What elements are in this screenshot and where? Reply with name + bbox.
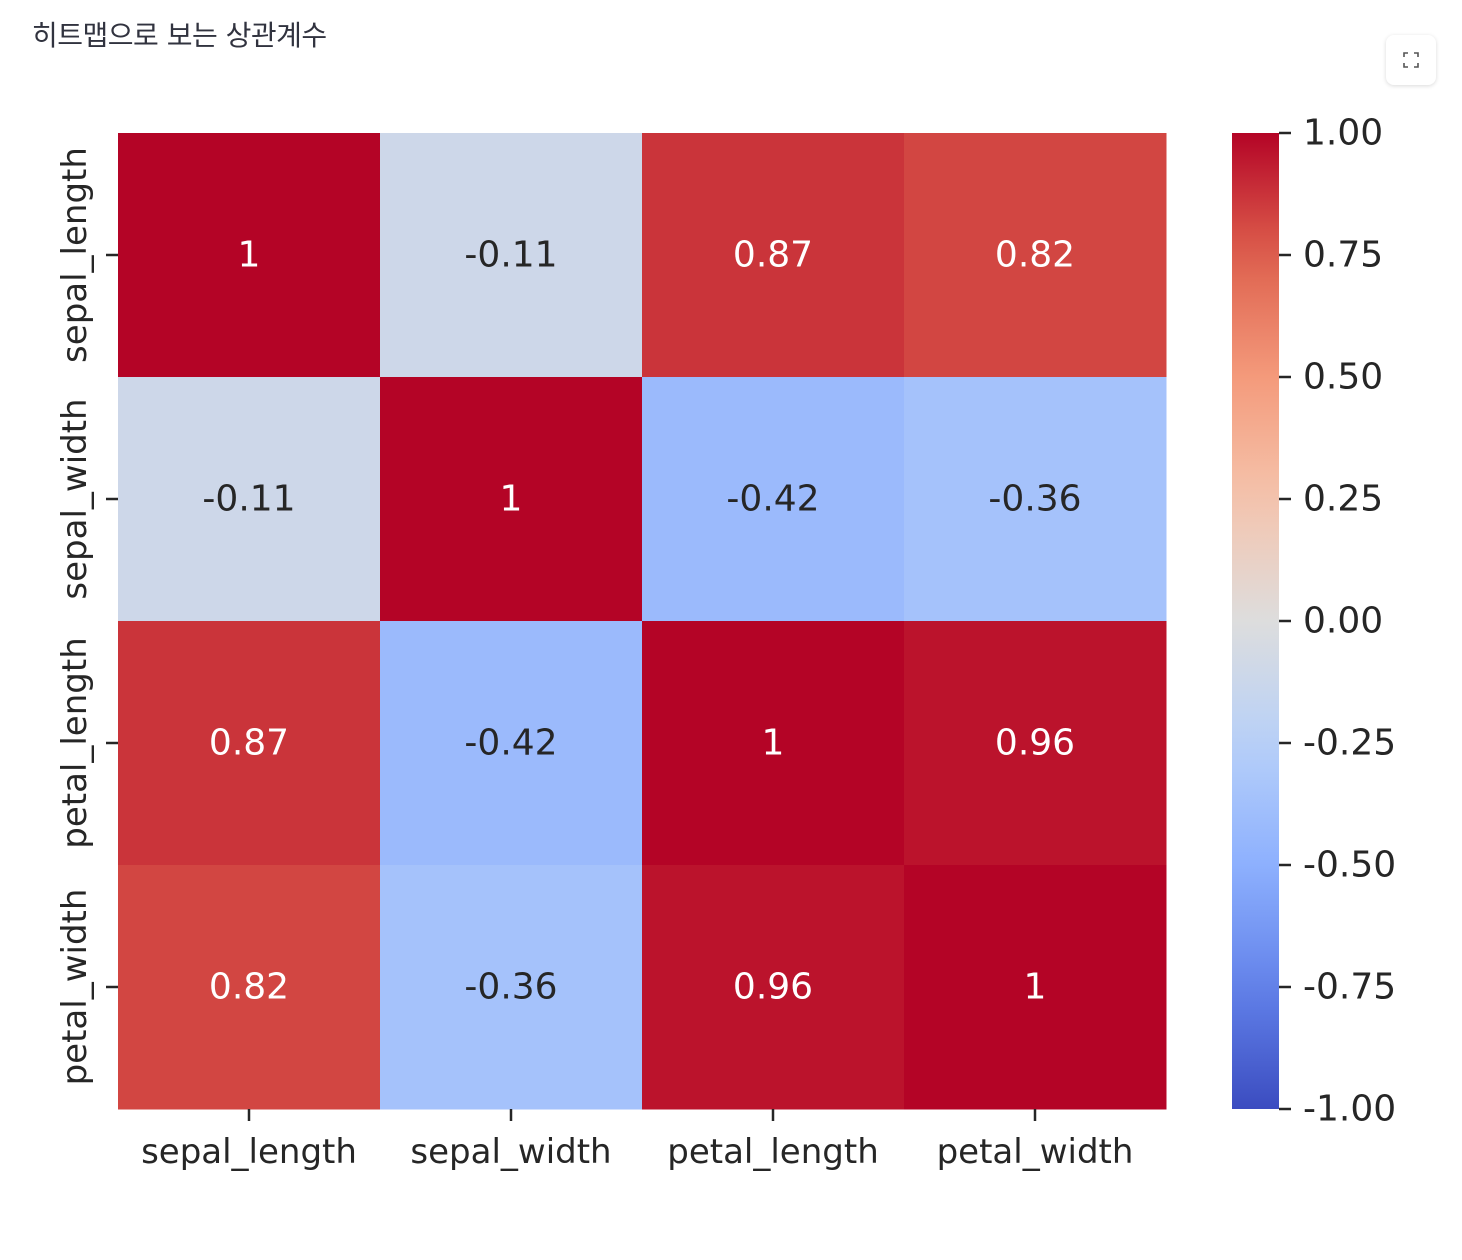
cell-annotation: -0.42 bbox=[464, 723, 557, 764]
heatmap-cell bbox=[904, 621, 1167, 866]
colorbar-tick-label: -0.75 bbox=[1303, 967, 1396, 1008]
cell-annotation: 0.82 bbox=[209, 967, 289, 1008]
heatmap-cell bbox=[904, 865, 1167, 1110]
heatmap-cell bbox=[118, 621, 381, 866]
fullscreen-button[interactable] bbox=[1386, 35, 1436, 85]
heatmap-cell bbox=[642, 865, 905, 1110]
cell-annotation: 0.82 bbox=[995, 235, 1075, 276]
y-tick-label: petal_length bbox=[55, 637, 95, 849]
colorbar-tick-label: 1.00 bbox=[1303, 113, 1383, 154]
colorbar-tick-label: 0.25 bbox=[1303, 479, 1383, 520]
heatmap-cell bbox=[380, 133, 643, 378]
cell-annotation: -0.11 bbox=[202, 479, 295, 520]
x-axis-ticks: sepal_length sepal_width petal_length petal… bbox=[141, 1109, 1133, 1172]
x-tick-label: petal_width bbox=[937, 1132, 1134, 1172]
heatmap-cell bbox=[380, 865, 643, 1110]
heatmap-cell bbox=[642, 621, 905, 866]
cell-annotation: 1 bbox=[1024, 967, 1047, 1008]
y-axis-ticks: sepal_length sepal_width petal_lengthpetal… bbox=[55, 147, 118, 1085]
x-tick-label: sepal_width bbox=[410, 1132, 611, 1172]
cell-annotation: -0.42 bbox=[726, 479, 819, 520]
heatmap-cell bbox=[904, 377, 1167, 622]
heatmap-cell bbox=[642, 133, 905, 378]
heatmap-cell bbox=[642, 377, 905, 622]
cell-annotation: 0.87 bbox=[209, 723, 289, 764]
heatmap-cell bbox=[118, 377, 381, 622]
cell-annotation: -0.36 bbox=[988, 479, 1081, 520]
heatmap-cells bbox=[118, 133, 1167, 1110]
cell-annotation: 0.87 bbox=[733, 235, 813, 276]
cell-annotation: 1 bbox=[238, 235, 261, 276]
heatmap-cell bbox=[380, 377, 643, 622]
page-title: 히트맵으로 보는 상관계수 bbox=[32, 19, 327, 52]
colorbar-tick-label: 0.50 bbox=[1303, 357, 1383, 398]
colorbar-ticks: 1.00 0.75 0.50 0.25 0.00 -0.25 -0.50 -0.75 -1.00 bbox=[1279, 113, 1396, 1130]
y-tick-label: petal_width bbox=[55, 889, 95, 1086]
heatmap-annotations: 1 -0.11 0.87 0.82 -0.11 1 -0.42 -0.36 0.87 -0.42 1… bbox=[202, 235, 1081, 1008]
y-tick-label: sepal_length bbox=[55, 147, 95, 363]
cell-annotation: -0.11 bbox=[464, 235, 557, 276]
y-tick-label: sepal_width bbox=[55, 398, 95, 599]
heatmap-cell bbox=[118, 133, 381, 378]
colorbar-tick-label: -0.25 bbox=[1303, 723, 1396, 764]
heatmap-cell bbox=[904, 133, 1167, 378]
cell-annotation: 0.96 bbox=[995, 723, 1075, 764]
colorbar-tick-label: 0.75 bbox=[1303, 235, 1383, 276]
cell-annotation: 0.96 bbox=[733, 967, 813, 1008]
heatmap-cell bbox=[380, 621, 643, 866]
colorbar bbox=[1232, 133, 1279, 1109]
cell-annotation: 1 bbox=[500, 479, 523, 520]
heatmap-cell bbox=[118, 865, 381, 1110]
expand-icon bbox=[1402, 51, 1420, 69]
cell-annotation: 1 bbox=[762, 723, 785, 764]
colorbar-tick-label: 0.00 bbox=[1303, 601, 1383, 642]
colorbar-tick-label: -1.00 bbox=[1303, 1089, 1396, 1130]
x-tick-label: petal_length bbox=[667, 1132, 879, 1172]
cell-annotation: -0.36 bbox=[464, 967, 557, 1008]
x-tick-label: sepal_length bbox=[141, 1132, 357, 1172]
colorbar-tick-label: -0.50 bbox=[1303, 845, 1396, 886]
